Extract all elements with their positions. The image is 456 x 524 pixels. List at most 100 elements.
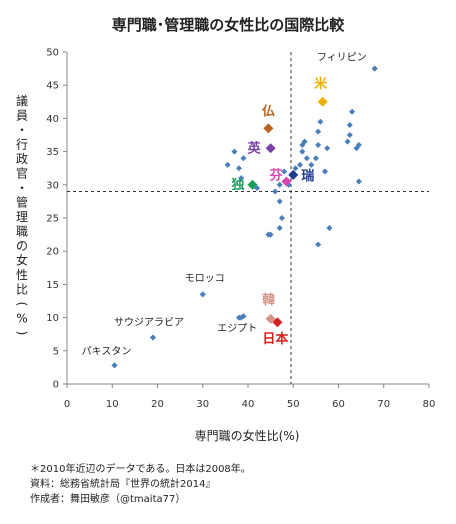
y-tick-label: 50 [46,48,59,59]
data-point [346,132,353,138]
point-label: 米 [314,76,328,92]
y-axis-label-char: 管 [16,195,28,210]
y-axis-label-char: ・ [16,181,28,195]
y-tick-label: 0 [53,380,59,391]
data-point [344,138,351,145]
data-point [224,161,231,168]
point-label: 瑞 [301,168,314,184]
y-tick-label: 15 [46,280,59,291]
point-label: 英 [247,140,262,156]
chart-title: 専門職･管理職の女性比の国際比較 [112,16,346,34]
y-tick-label: 5 [53,346,59,357]
labeled-point-marker [199,291,206,298]
y-axis-label-char: 員 [16,109,28,123]
data-point [315,241,322,248]
y-axis-label-char: 比 [16,283,28,297]
x-tick-label: 30 [196,399,209,410]
y-tick-label: 40 [46,114,59,125]
y-axis-label-char: 政 [16,152,28,166]
point-label: サウジアラビア [114,317,184,329]
y-tick-label: 30 [46,180,59,191]
data-point [321,168,328,175]
data-point [297,161,304,168]
y-tick-label: 20 [46,247,59,258]
data-point [276,224,283,231]
data-point [308,161,315,168]
labeled-point-marker [265,143,276,154]
labeled-point-marker [371,65,378,72]
x-axis-label: 専門職の女性比(%) [195,428,300,443]
data-point [276,198,283,205]
labeled-point-marker [288,169,299,180]
labeled-point-marker [317,96,328,107]
y-axis-label-char: 行 [16,138,28,152]
data-point [278,215,285,221]
labeled-point-marker [272,317,283,328]
scatter-chart: 専門職･管理職の女性比の国際比較 議員・行政官・管理職の女性比(%) 05101… [15,16,436,443]
x-tick-label: 0 [64,399,70,410]
labeled-point-marker [149,334,156,341]
labeled-point-marker [281,176,292,187]
y-axis-label-char: 性 [16,268,28,282]
labeled-point-marker [265,313,276,324]
point-label: 韓 [262,292,275,308]
x-tick-label: 60 [332,399,345,410]
x-tick-label: 40 [242,399,255,410]
point-label: エジプト [217,323,257,335]
data-point [317,118,324,125]
y-axis-label-char: ( [15,302,29,307]
data-point [303,155,310,162]
y-axis-label-char: 職 [16,225,28,239]
chart-notes: ＊2010年近辺のデータである。日本は2008年。 資料：総務省統計局『世界の統… [30,462,251,507]
data-point [355,178,362,185]
note-line: ＊2010年近辺のデータである。日本は2008年。 [30,464,251,475]
data-point [349,108,356,115]
data-point [315,128,322,135]
x-tick-label: 70 [377,399,390,410]
labeled-point-marker [238,314,245,321]
point-label: 芬 [268,167,283,183]
point-label: 日本 [262,331,288,347]
y-axis-label-char: 女 [16,253,28,268]
data-point [231,148,238,155]
y-axis-label-char: ) [15,331,29,336]
labeled-point-marker [263,123,274,134]
y-axis-label-char: % [16,312,27,326]
labeled-point-marker [247,179,258,190]
labeled-point-marker [111,362,118,369]
data-point [324,145,331,152]
x-tick-label: 80 [423,399,436,410]
y-axis-label-char: の [16,239,28,253]
data-point [299,141,306,148]
y-axis-label-char: 理 [16,210,28,224]
data-point [355,141,362,148]
data-point [281,168,288,175]
y-tick-label: 25 [46,214,59,225]
point-label: パキスタン [82,345,132,357]
y-axis-label-char: 官 [16,166,28,181]
x-tick-label: 10 [106,399,119,410]
data-point [235,165,242,172]
data-point [312,155,319,162]
y-tick-label: 10 [46,313,59,324]
note-line: 資料：総務省統計局『世界の統計2014』 [30,479,216,490]
data-point [272,188,279,195]
data-point [315,141,322,148]
point-label: 独 [232,177,245,193]
data-point [238,175,245,182]
point-label: モロッコ [185,273,225,284]
point-label: 仏 [262,104,275,119]
y-axis-label: 議員・行政官・管理職の女性比(%) [15,94,29,335]
point-label: フィリピン [317,52,367,64]
data-point [240,155,247,162]
data-point [326,224,333,231]
data-point [276,181,283,188]
y-axis-label-char: 議 [16,94,28,108]
data-point [292,165,299,172]
y-tick-label: 45 [46,81,59,92]
x-tick-label: 20 [151,399,164,410]
note-line: 作成者：舞田敏彦（@tmaita77） [30,494,186,505]
data-point [346,122,353,129]
data-point [267,231,274,238]
data-point [299,148,306,155]
